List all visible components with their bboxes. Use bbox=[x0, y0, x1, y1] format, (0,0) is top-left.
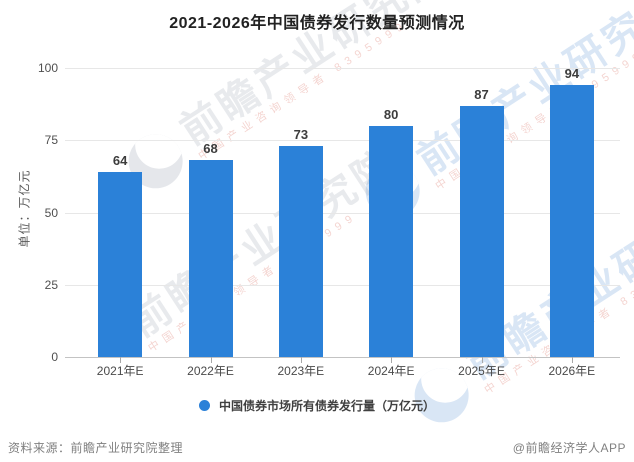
watermark-tile: 前瞻产业研究院中国产业咨询领导者 8395999 bbox=[122, 140, 411, 355]
watermark-brand-text: 前瞻产业研究院 bbox=[122, 140, 406, 346]
bar-value-label: 64 bbox=[112, 153, 128, 169]
bar-value-label: 73 bbox=[293, 127, 309, 143]
bar-2024年E[interactable] bbox=[369, 125, 414, 357]
y-axis-tick-label: 0 bbox=[51, 350, 58, 364]
legend[interactable]: 中国债券市场所有债券发行量（万亿元） bbox=[0, 396, 634, 414]
bar-value-label: 94 bbox=[564, 66, 580, 82]
x-axis-tick bbox=[300, 357, 302, 363]
gridline-25 bbox=[65, 284, 620, 286]
app-credit: @前瞻经济学人APP bbox=[512, 440, 626, 455]
y-axis-tick-label: 50 bbox=[44, 205, 58, 220]
x-axis-label: 2023年E bbox=[277, 364, 325, 378]
x-axis-tick bbox=[391, 357, 393, 363]
bar-2021年E[interactable] bbox=[98, 172, 143, 357]
bar-2025年E[interactable] bbox=[459, 105, 504, 357]
bar-value-label: 87 bbox=[474, 86, 489, 102]
gridline-100 bbox=[65, 68, 620, 69]
y-axis-tick-label: 75 bbox=[44, 133, 58, 148]
legend-marker-icon bbox=[198, 399, 210, 411]
y-axis-tick-label: 100 bbox=[37, 61, 58, 75]
x-axis-label: 2025年E bbox=[458, 364, 505, 378]
chart-title: 2021-2026年中国债券发行数量预测情况 bbox=[169, 15, 465, 32]
bar-value-label: 68 bbox=[203, 141, 218, 157]
x-axis-line bbox=[65, 357, 620, 358]
bar-value-label: 80 bbox=[383, 106, 399, 122]
source-note: 资料来源：前瞻产业研究院整理 bbox=[8, 440, 184, 455]
x-axis-tick bbox=[210, 357, 212, 363]
gridline-75 bbox=[65, 140, 620, 142]
x-axis-tick bbox=[120, 357, 122, 363]
x-axis-tick bbox=[571, 357, 573, 363]
x-axis-label: 2024年E bbox=[367, 364, 415, 378]
bar-2022年E[interactable] bbox=[188, 160, 233, 357]
bar-2023年E[interactable] bbox=[278, 146, 323, 357]
legend-label: 中国债券市场所有债券发行量（万亿元） bbox=[218, 398, 435, 413]
bar-2026年E[interactable] bbox=[549, 85, 594, 357]
gridline-50 bbox=[65, 212, 620, 214]
y-axis-title: 单位：万亿元 bbox=[17, 169, 32, 248]
x-axis-label: 2021年E bbox=[96, 364, 144, 378]
footer: 资料来源：前瞻产业研究院整理 @前瞻经济学人APP bbox=[0, 438, 634, 456]
x-axis-label: 2022年E bbox=[187, 364, 234, 378]
x-axis-label: 2026年E bbox=[548, 364, 596, 378]
x-axis-tick bbox=[481, 357, 483, 363]
y-axis-tick-label: 25 bbox=[44, 277, 58, 292]
